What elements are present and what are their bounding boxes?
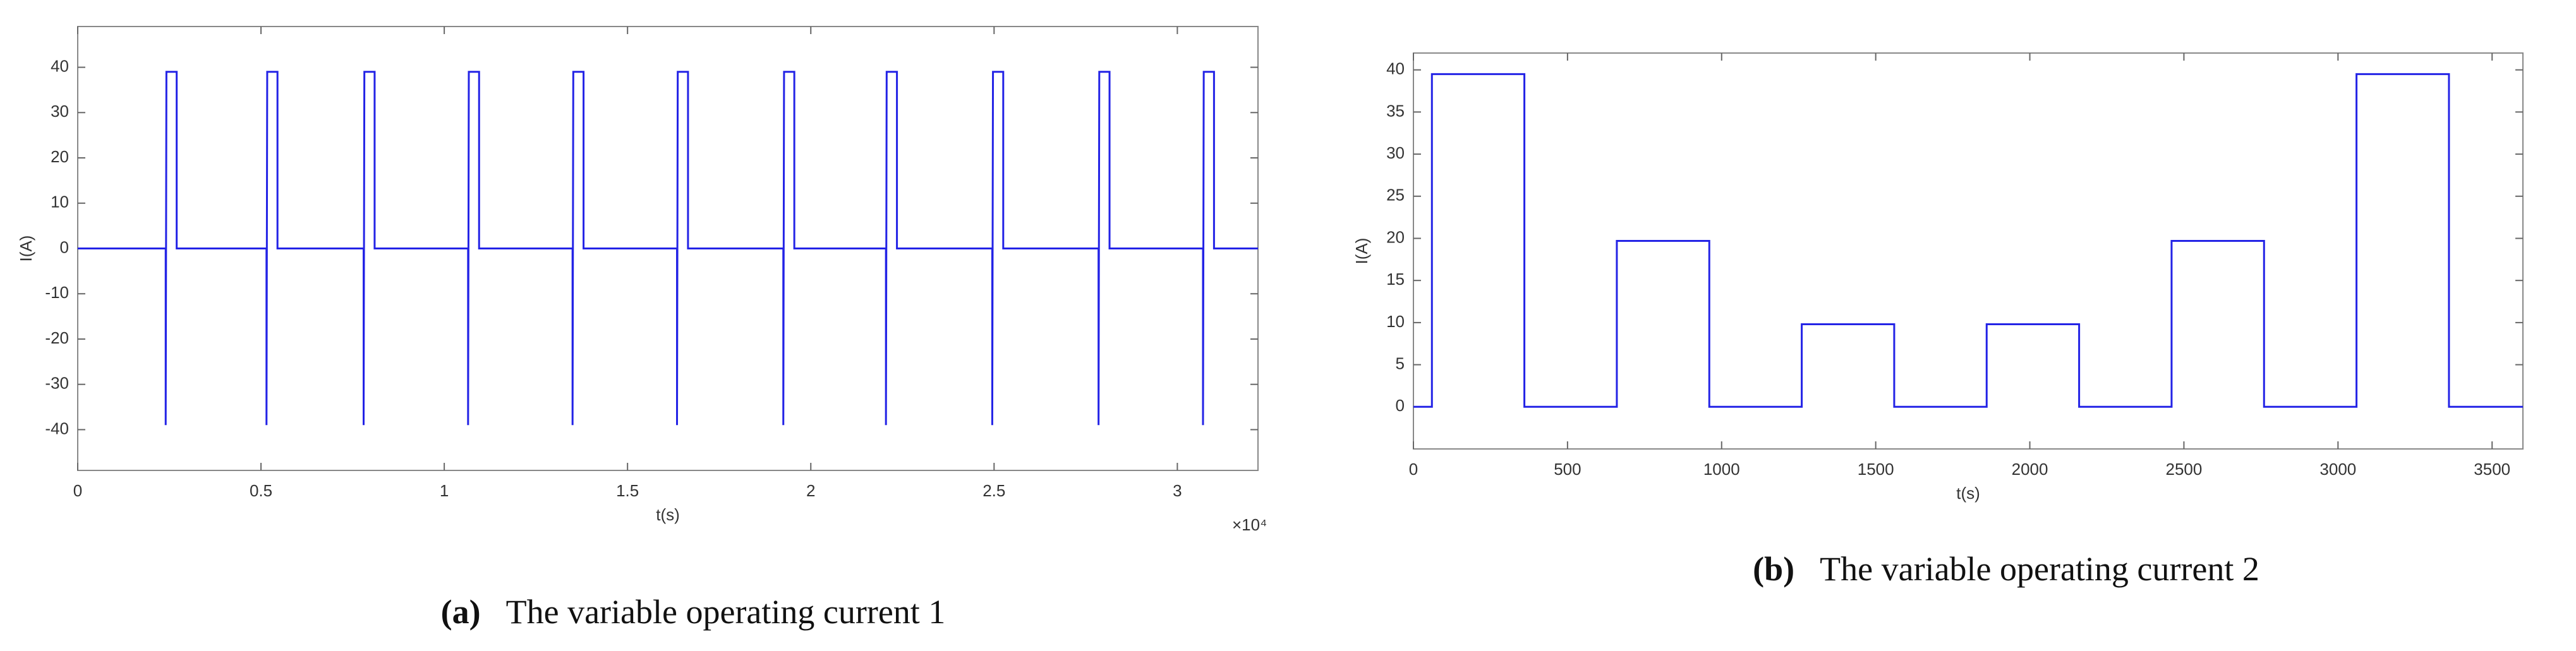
- x-tick-label: 2500: [2166, 460, 2203, 479]
- y-tick-label: -10: [45, 283, 69, 302]
- x-tick-label: 1: [440, 481, 449, 500]
- y-tick-label: 25: [1386, 186, 1405, 205]
- y-tick-label: 20: [51, 147, 69, 166]
- y-tick-label: 40: [1386, 59, 1405, 78]
- data-line: [1413, 73, 2523, 408]
- caption: (b) The variable operating current 2: [1753, 550, 2259, 588]
- x-axis-label: t(s): [656, 505, 680, 524]
- y-axis-label: I(A): [1352, 238, 1371, 265]
- x-tick-label: 0: [73, 481, 82, 500]
- y-tick-label: 30: [51, 102, 69, 121]
- x-tick-label: 3500: [2474, 460, 2510, 479]
- caption-label: (b): [1753, 550, 1794, 588]
- x-tick-label: 2000: [2012, 460, 2048, 479]
- x-tick-label: 0.5: [250, 481, 272, 500]
- x-multiplier: ×10⁴: [1232, 515, 1267, 534]
- y-tick-label: 5: [1396, 354, 1405, 373]
- x-tick-label: 3: [1173, 481, 1182, 500]
- caption: (a) The variable operating current 1: [441, 593, 946, 631]
- y-tick-label: -20: [45, 328, 69, 347]
- x-tick-label: 2: [806, 481, 815, 500]
- y-tick-label: 10: [51, 193, 69, 212]
- caption-label: (a): [441, 593, 481, 631]
- data-line: [78, 71, 1258, 426]
- y-tick-label: 40: [51, 56, 69, 75]
- x-tick-label: 1500: [1858, 460, 1894, 479]
- y-tick-label: 30: [1386, 143, 1405, 162]
- x-tick-label: 1000: [1703, 460, 1740, 479]
- y-tick-label: 15: [1386, 270, 1405, 289]
- y-tick-label: 20: [1386, 227, 1405, 246]
- y-tick-label: 0: [60, 237, 69, 256]
- x-tick-label: 3000: [2319, 460, 2356, 479]
- plot-frame: [1413, 52, 2524, 450]
- x-tick-label: 500: [1554, 460, 1581, 479]
- x-tick-label: 0: [1409, 460, 1418, 479]
- y-tick-label: -40: [45, 419, 69, 438]
- x-tick-label: 2.5: [983, 481, 1005, 500]
- caption-text: The variable operating current 2: [1820, 550, 2259, 588]
- x-tick-label: 1.5: [616, 481, 639, 500]
- y-tick-label: 10: [1386, 312, 1405, 331]
- caption-text: The variable operating current 1: [506, 593, 946, 631]
- x-axis-label: t(s): [1956, 484, 1980, 503]
- y-axis-label: I(A): [16, 236, 35, 262]
- y-tick-label: -30: [45, 374, 69, 393]
- y-tick-label: 0: [1396, 396, 1405, 415]
- y-tick-label: 35: [1386, 101, 1405, 120]
